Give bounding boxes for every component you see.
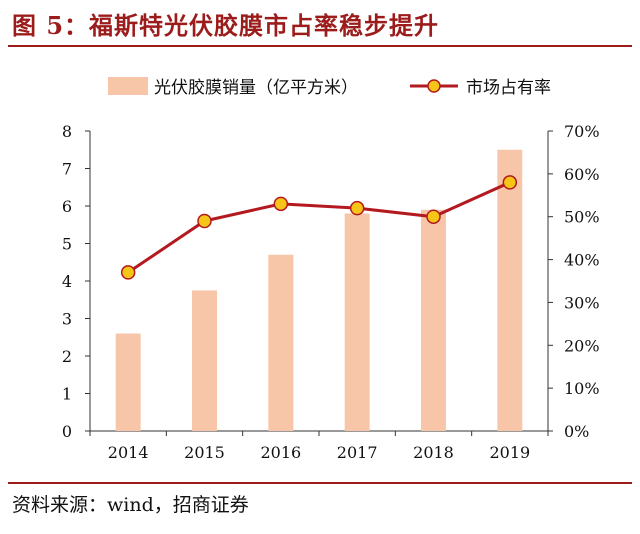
x-tick-label: 2016 <box>260 443 301 462</box>
legend-line-marker <box>427 79 441 93</box>
figure-title: 图 5：福斯特光伏胶膜市占率稳步提升 <box>12 11 440 40</box>
bar-2017 <box>344 213 370 431</box>
bars <box>115 149 523 431</box>
y-right-tick-label: 50% <box>564 208 600 227</box>
bar-2014 <box>115 333 141 431</box>
legend-bar-swatch <box>108 77 148 95</box>
x-tick-label: 2019 <box>489 443 530 462</box>
x-tick-label: 2017 <box>337 443 378 462</box>
x-tick-label: 2014 <box>108 443 149 462</box>
market-share-point-2017 <box>349 200 365 216</box>
y-left-tick-label: 1 <box>62 385 72 404</box>
legend-bar-label: 光伏胶膜销量（亿平方米） <box>154 78 358 98</box>
y-left-tick-label: 8 <box>62 122 72 141</box>
title-rule <box>8 45 632 47</box>
y-right-tick-label: 60% <box>564 165 600 184</box>
market-share-point-2016 <box>273 196 289 212</box>
market-share-line <box>120 175 518 280</box>
market-share-polyline <box>127 181 511 274</box>
y-left-tick-label: 7 <box>62 160 72 179</box>
y-left-tick-label: 4 <box>62 272 72 291</box>
bar-2016 <box>268 254 294 431</box>
y-right-tick-label: 10% <box>564 379 600 398</box>
legend: 光伏胶膜销量（亿平方米） 市场占有率 <box>108 77 551 98</box>
source-rule <box>8 482 632 484</box>
bar-2019 <box>497 149 523 431</box>
y-left-tick-label: 6 <box>62 197 72 216</box>
y-left-tick-label: 2 <box>62 347 72 366</box>
x-tick-label: 2018 <box>413 443 454 462</box>
source-note: 资料来源：wind，招商证券 <box>12 494 249 516</box>
y-left-tick-label: 5 <box>62 235 72 254</box>
x-tick-label: 2015 <box>184 443 225 462</box>
chart: 光伏胶膜销量（亿平方米） 市场占有率 0 1 2 3 4 5 6 7 8 0% 10% 20% 30% 4… <box>62 77 600 462</box>
y-left-tick-label: 3 <box>62 310 72 329</box>
y-right-tick-label: 70% <box>564 122 600 141</box>
y-right-tick-label: 20% <box>564 336 600 355</box>
y-left-tick-label: 0 <box>62 422 72 441</box>
bar-2015 <box>192 290 217 431</box>
axes: 0 1 2 3 4 5 6 7 8 0% 10% 20% 30% 40% 50% 60% 70% 2014 2015… <box>62 122 600 462</box>
y-right-tick-label: 40% <box>564 251 600 270</box>
y-right-tick-label: 30% <box>564 293 600 312</box>
y-right-tick-label: 0% <box>564 422 589 441</box>
market-share-point-2015 <box>197 213 212 229</box>
market-share-point-2014 <box>120 265 136 280</box>
bar-2018 <box>421 209 446 431</box>
market-share-point-2019 <box>502 175 518 190</box>
market-share-point-2018 <box>426 209 441 224</box>
legend-line-label: 市场占有率 <box>466 78 551 98</box>
